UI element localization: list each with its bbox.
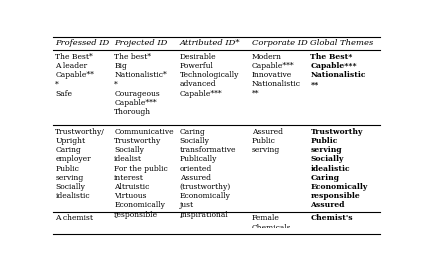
Text: Chemist's: Chemist's: [311, 215, 353, 222]
Text: -: -: [114, 215, 117, 222]
Text: Corporate ID: Corporate ID: [252, 39, 307, 47]
Text: Female
Chemicals
and Drugs: Female Chemicals and Drugs: [252, 215, 292, 241]
Text: Trustworthy/
Upright
Caring
employer
Public
serving
Socially
idealistic: Trustworthy/ Upright Caring employer Pub…: [55, 128, 105, 200]
Text: The Best*
Capable***
Nationalistic
**: The Best* Capable*** Nationalistic **: [311, 53, 366, 88]
Text: The best*
Big
Nationalistic*
*
Courageous
Capable***
Thorough: The best* Big Nationalistic* * Courageou…: [114, 53, 167, 116]
Text: Projected ID: Projected ID: [114, 39, 168, 47]
Text: Modern
Capable***
Innovative
Nationalistic
**: Modern Capable*** Innovative Nationalist…: [252, 53, 300, 98]
Text: A chemist: A chemist: [55, 215, 93, 222]
Text: Caring
Socially
transformative
Publically
oriented
Assured
(trustworthy)
Economi: Caring Socially transformative Publicall…: [180, 128, 236, 219]
Text: Global Themes: Global Themes: [311, 39, 374, 47]
Text: Assured
Public
serving: Assured Public serving: [252, 128, 283, 154]
Text: Desirable
Powerful
Technologically
advanced
Capable***: Desirable Powerful Technologically advan…: [180, 53, 239, 98]
Text: Professed ID: Professed ID: [55, 39, 110, 47]
Text: The Best*
A leader
Capable**
*
Safe: The Best* A leader Capable** * Safe: [55, 53, 94, 98]
Text: Attributed ID*: Attributed ID*: [180, 39, 240, 47]
Text: Trustworthy
Public
serving
Socially
idealistic
Caring
Economically
responsible
A: Trustworthy Public serving Socially idea…: [311, 128, 368, 209]
Text: Communicative
Trustworthy
Socially
idealist
For the public
interest
Altruistic
V: Communicative Trustworthy Socially ideal…: [114, 128, 174, 219]
Text: -: -: [180, 215, 182, 222]
